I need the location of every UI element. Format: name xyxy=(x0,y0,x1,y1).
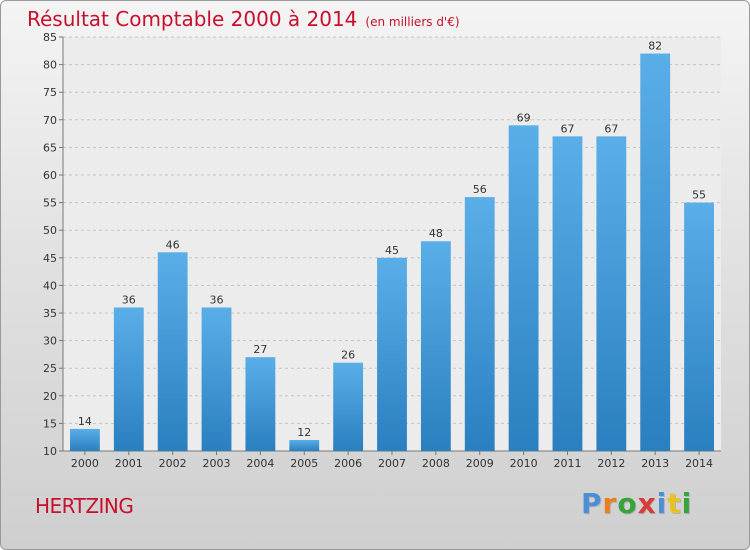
bar-2002 xyxy=(157,252,188,451)
y-tick-label: 65 xyxy=(43,141,57,154)
y-tick-label: 40 xyxy=(43,279,57,292)
y-tick-label: 85 xyxy=(43,31,57,44)
y-tick-label: 60 xyxy=(43,169,57,182)
x-tick-label: 2006 xyxy=(334,457,362,470)
x-tick-label: 2002 xyxy=(159,457,187,470)
brand-logo-letter: P xyxy=(581,487,603,520)
bar-value-label: 46 xyxy=(166,238,180,251)
bar-value-label: 14 xyxy=(78,415,92,428)
bar-2012 xyxy=(596,136,627,452)
bar-2013 xyxy=(640,53,671,452)
y-tick-label: 30 xyxy=(43,335,57,348)
brand-logo-letter: x xyxy=(637,487,657,520)
x-tick-label: 2005 xyxy=(290,457,318,470)
y-tick-label: 45 xyxy=(43,252,57,265)
bar-value-label: 69 xyxy=(517,111,531,124)
bar-value-label: 12 xyxy=(297,426,311,439)
y-tick-label: 10 xyxy=(43,445,57,458)
y-tick-label: 70 xyxy=(43,114,57,127)
bar-value-label: 45 xyxy=(385,244,399,257)
bar-value-label: 27 xyxy=(253,343,267,356)
bar-value-label: 26 xyxy=(341,349,355,362)
bar-2008 xyxy=(420,241,451,451)
x-tick-label: 2000 xyxy=(71,457,99,470)
bar-value-label: 55 xyxy=(692,189,706,202)
bar-value-label: 67 xyxy=(604,122,618,135)
bar-2009 xyxy=(464,197,495,451)
bar-2003 xyxy=(201,307,232,451)
y-tick-label: 55 xyxy=(43,197,57,210)
x-tick-label: 2009 xyxy=(466,457,494,470)
y-tick-label: 15 xyxy=(43,417,57,430)
bar-2006 xyxy=(333,362,364,451)
y-tick-label: 50 xyxy=(43,224,57,237)
bar-2014 xyxy=(684,202,714,451)
x-tick-label: 2014 xyxy=(685,457,713,470)
chart-title: Résultat Comptable 2000 à 2014 xyxy=(27,7,358,31)
brand-logo-letter: r xyxy=(602,487,618,520)
bar-2010 xyxy=(508,125,539,451)
bar-2007 xyxy=(377,257,407,451)
x-tick-label: 2013 xyxy=(641,457,669,470)
x-tick-label: 2012 xyxy=(597,457,625,470)
bar-2011 xyxy=(552,136,583,452)
bar-value-label: 36 xyxy=(122,293,136,306)
y-tick-label: 35 xyxy=(43,307,57,320)
y-tick-label: 75 xyxy=(43,86,57,99)
brand-logo: Proxiti xyxy=(581,487,692,520)
x-tick-label: 2007 xyxy=(378,457,406,470)
y-tick-label: 25 xyxy=(43,362,57,375)
bar-value-label: 82 xyxy=(648,40,662,53)
chart-title-line: Résultat Comptable 2000 à 2014 (en millie… xyxy=(27,7,460,31)
bar-2001 xyxy=(113,307,144,451)
brand-logo-letter: i xyxy=(681,487,693,520)
x-tick-label: 2004 xyxy=(246,457,274,470)
bar-2004 xyxy=(245,357,276,451)
commune-name: HERTZING xyxy=(35,494,134,518)
x-tick-label: 2008 xyxy=(422,457,450,470)
x-tick-label: 2001 xyxy=(115,457,143,470)
bar-value-label: 48 xyxy=(429,227,443,240)
bar-2000 xyxy=(70,428,100,451)
brand-logo-letter: t xyxy=(667,487,682,520)
chart-subtitle: (en milliers d'€) xyxy=(365,15,460,29)
bar-2005 xyxy=(289,439,320,451)
bar-value-label: 67 xyxy=(560,122,574,135)
x-tick-label: 2010 xyxy=(510,457,538,470)
y-tick-label: 20 xyxy=(43,390,57,403)
brand-logo-letter: i xyxy=(656,487,668,520)
x-tick-label: 2011 xyxy=(553,457,581,470)
bar-value-label: 56 xyxy=(473,183,487,196)
x-tick-label: 2003 xyxy=(203,457,231,470)
y-tick-label: 80 xyxy=(43,59,57,72)
bar-value-label: 36 xyxy=(210,293,224,306)
brand-logo-letter: o xyxy=(617,487,638,520)
